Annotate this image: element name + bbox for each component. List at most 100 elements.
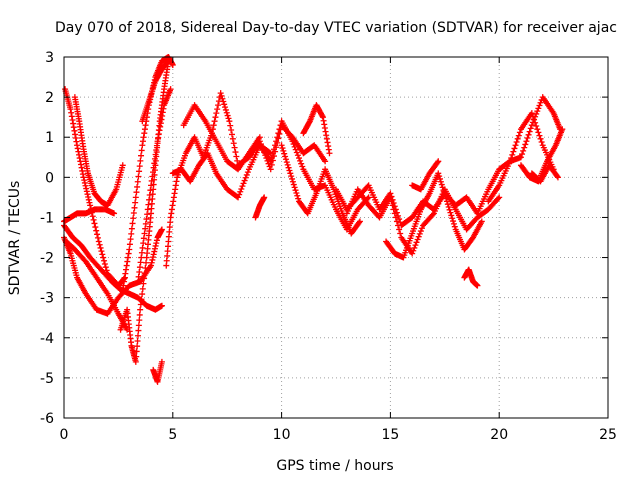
data-point-marker (137, 259, 144, 266)
data-point-marker (241, 177, 248, 184)
data-point-marker (287, 170, 294, 177)
data-point-marker (74, 145, 81, 152)
data-point-marker (89, 213, 96, 220)
data-point-marker (76, 155, 83, 162)
data-point-marker (134, 337, 141, 344)
data-point-marker (91, 220, 98, 227)
data-point-marker (140, 280, 147, 287)
data-point-marker (119, 286, 126, 293)
data-point-marker (291, 184, 298, 191)
data-point-marker (220, 98, 227, 105)
data-point-marker (121, 274, 128, 281)
data-point-marker (87, 202, 94, 209)
data-point-marker (450, 220, 457, 227)
data-points (61, 54, 566, 385)
data-point-marker (294, 192, 301, 199)
data-point-marker (142, 122, 149, 129)
data-point-marker (152, 242, 159, 249)
y-tick-label: -4 (40, 331, 54, 347)
data-point-marker (496, 194, 503, 201)
data-point-marker (102, 264, 109, 271)
data-point-marker (94, 231, 101, 238)
data-point-marker (173, 178, 180, 185)
data-point-marker (444, 201, 451, 208)
data-point-marker (446, 206, 453, 213)
data-point-marker (167, 214, 174, 221)
data-point-marker (78, 164, 85, 171)
data-point-marker (294, 152, 301, 159)
data-point-marker (154, 138, 161, 145)
data-point-marker (320, 117, 327, 124)
data-point-marker (450, 218, 457, 225)
data-point-marker (159, 109, 166, 116)
data-point-marker (172, 186, 179, 193)
data-point-marker (535, 105, 542, 112)
data-point-marker (441, 189, 448, 196)
series-track-5 (61, 206, 118, 225)
data-point-marker (72, 131, 79, 138)
data-point-marker (158, 226, 165, 233)
data-point-marker (137, 306, 144, 313)
data-point-marker (443, 198, 450, 205)
data-point-marker (510, 148, 517, 155)
data-point-marker (98, 248, 105, 255)
data-point-marker (169, 62, 176, 69)
data-point-marker (356, 219, 363, 226)
x-tick-label: 5 (168, 427, 177, 443)
data-point-marker (266, 149, 273, 156)
data-point-marker (134, 332, 141, 339)
data-point-marker (273, 138, 280, 145)
data-point-marker (267, 158, 274, 165)
data-point-marker (170, 194, 177, 201)
data-point-marker (97, 244, 104, 251)
data-point-marker (283, 159, 290, 166)
data-point-marker (439, 184, 446, 191)
data-point-marker (151, 248, 158, 255)
data-point-marker (516, 129, 523, 136)
data-point-marker (77, 161, 84, 168)
series-track-15 (252, 194, 268, 221)
data-point-marker (290, 181, 297, 188)
data-point-marker (147, 187, 154, 194)
data-point-marker (435, 158, 442, 165)
y-tick-label: -3 (40, 291, 54, 307)
data-point-marker (274, 134, 281, 141)
data-point-marker (213, 110, 220, 117)
data-point-marker (80, 174, 87, 181)
data-point-marker (136, 264, 143, 271)
data-point-marker (132, 194, 139, 201)
data-point-marker (293, 189, 300, 196)
series-track-9 (134, 86, 174, 285)
data-point-marker (261, 194, 268, 201)
data-point-marker (123, 266, 130, 273)
data-point-marker (512, 142, 519, 149)
data-point-marker (101, 257, 108, 264)
data-point-marker (122, 270, 129, 277)
data-point-marker (153, 237, 160, 244)
data-point-marker (537, 135, 544, 142)
data-point-marker (319, 112, 326, 119)
data-point-marker (529, 113, 536, 120)
data-point-marker (269, 150, 276, 157)
data-point-marker (226, 118, 233, 125)
data-point-marker (288, 173, 295, 180)
data-point-marker (155, 131, 162, 138)
data-point-marker (215, 102, 222, 109)
data-point-marker (233, 153, 240, 160)
data-point-marker (143, 259, 150, 266)
data-point-marker (268, 154, 275, 161)
data-point-marker (507, 158, 514, 165)
data-point-marker (282, 156, 289, 163)
data-point-marker (415, 233, 422, 240)
data-point-marker (100, 254, 107, 261)
data-point-marker (531, 116, 538, 123)
data-point-marker (135, 173, 142, 180)
series-track-22 (409, 158, 442, 193)
data-point-marker (239, 183, 246, 190)
data-point-marker (388, 198, 395, 205)
data-point-marker (95, 238, 102, 245)
data-point-marker (164, 58, 171, 65)
data-point-marker (275, 130, 282, 137)
data-point-marker (72, 135, 79, 142)
data-point-marker (160, 105, 167, 112)
